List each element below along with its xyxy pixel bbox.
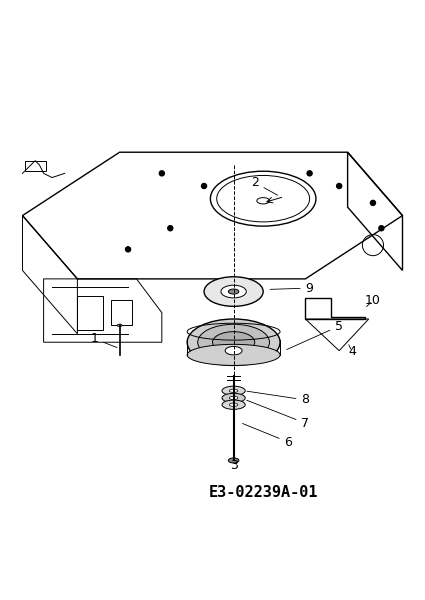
Circle shape xyxy=(337,184,342,188)
Ellipse shape xyxy=(228,458,239,463)
Ellipse shape xyxy=(187,344,280,365)
Ellipse shape xyxy=(212,332,255,353)
Circle shape xyxy=(371,200,375,205)
Ellipse shape xyxy=(228,289,239,294)
Ellipse shape xyxy=(230,403,238,406)
Text: 9: 9 xyxy=(270,281,314,295)
Text: 8: 8 xyxy=(247,391,309,406)
Text: 6: 6 xyxy=(243,424,292,449)
Text: 4: 4 xyxy=(348,345,356,358)
Ellipse shape xyxy=(117,324,122,326)
Circle shape xyxy=(201,184,207,188)
Ellipse shape xyxy=(198,324,269,360)
Text: E3-02239A-01: E3-02239A-01 xyxy=(208,485,318,500)
Ellipse shape xyxy=(222,386,245,395)
Circle shape xyxy=(307,171,312,176)
Text: 1: 1 xyxy=(91,332,117,347)
Ellipse shape xyxy=(221,285,246,298)
Ellipse shape xyxy=(230,396,238,400)
Ellipse shape xyxy=(204,277,263,307)
Text: 10: 10 xyxy=(365,294,381,307)
Text: 3: 3 xyxy=(230,459,238,472)
Ellipse shape xyxy=(257,197,269,204)
Text: 7: 7 xyxy=(247,400,309,430)
Circle shape xyxy=(168,226,173,231)
Circle shape xyxy=(159,171,164,176)
Ellipse shape xyxy=(187,319,280,365)
Ellipse shape xyxy=(225,346,242,355)
Circle shape xyxy=(379,226,384,231)
Ellipse shape xyxy=(230,389,238,392)
Ellipse shape xyxy=(222,394,245,403)
Ellipse shape xyxy=(222,400,245,409)
Text: 2: 2 xyxy=(251,176,278,195)
Text: 5: 5 xyxy=(287,320,343,350)
Circle shape xyxy=(125,247,130,252)
